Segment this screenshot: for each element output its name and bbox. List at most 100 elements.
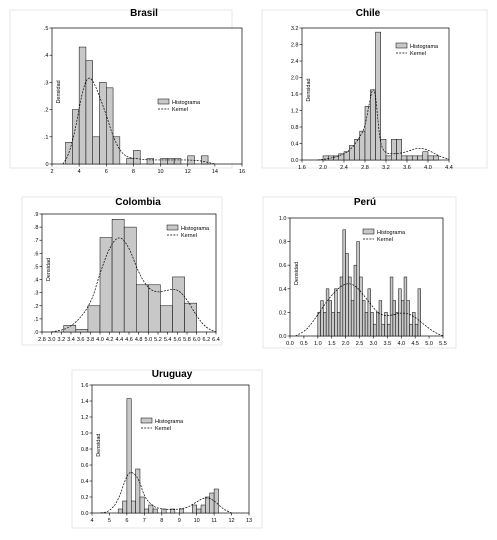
x-tick-label: 7 — [143, 518, 146, 524]
x-tick-label: 1.0 — [314, 341, 322, 347]
kernel-line — [295, 283, 444, 337]
histogram-bar — [139, 496, 145, 514]
x-tick-label: 3.6 — [77, 337, 85, 343]
y-tick-label: 2.8 — [291, 43, 299, 49]
chart-title: Perú — [354, 197, 376, 208]
histogram-bar — [111, 218, 125, 333]
histogram-bar — [205, 496, 210, 514]
x-tick-label: 4.0 — [96, 337, 104, 343]
y-tick-label: .5 — [44, 26, 49, 32]
x-tick-label: 10 — [194, 518, 200, 524]
x-tick-label: 4.0 — [424, 165, 432, 171]
y-tick-label: 1.0 — [81, 431, 89, 437]
legend-label-kernel: Kernel — [155, 426, 171, 432]
histogram-bar — [391, 139, 397, 161]
legend-label-histogram: Histograma — [172, 100, 201, 106]
x-tick-label: 12 — [228, 518, 234, 524]
histogram-bar — [370, 89, 376, 161]
histogram-bar — [401, 155, 408, 161]
histogram-bar — [325, 288, 330, 337]
histogram-bar — [417, 155, 423, 161]
histogram-bar — [409, 323, 413, 337]
y-tick-label: 0.4 — [81, 479, 89, 485]
x-tick-label: 5 — [108, 518, 111, 524]
histogram-bar — [337, 312, 341, 337]
y-tick-label: 2.4 — [291, 59, 299, 65]
x-tick-label: 12 — [185, 169, 191, 175]
y-tick-label: .0 — [34, 330, 39, 336]
histogram-bar — [328, 300, 332, 337]
histogram-bar — [184, 302, 197, 333]
histogram-bar — [75, 329, 89, 333]
chart-title: Chile — [356, 8, 381, 19]
histogram-bar — [406, 155, 413, 161]
histogram-bar — [384, 312, 388, 337]
y-tick-label: .4 — [44, 53, 49, 59]
histogram-bar — [342, 229, 346, 337]
histogram-bar — [334, 288, 338, 337]
histogram-bar — [136, 284, 149, 333]
histogram-bar — [85, 60, 93, 165]
x-tick-label: 3.8 — [87, 337, 95, 343]
legend-label-histogram: Histograma — [410, 44, 439, 50]
histogram-bar — [333, 155, 339, 161]
histogram-bar — [417, 288, 421, 337]
y-tick-label: 0.6 — [279, 263, 287, 269]
y-tick-label: .7 — [34, 238, 39, 244]
y-tick-label: 3.2 — [291, 26, 299, 32]
legend-swatch-histogram — [157, 98, 170, 105]
y-tick-label: 0.0 — [291, 158, 299, 164]
x-tick-label: 2.4 — [340, 165, 348, 171]
x-tick-label: 3.0 — [48, 337, 56, 343]
histogram-bar — [359, 276, 363, 337]
legend-swatch-histogram — [140, 417, 153, 424]
x-tick-label: 5.2 — [154, 337, 162, 343]
y-tick-label: .2 — [44, 108, 49, 114]
chart-panel-2: Colombia 2.8 3.0 3.2 3.4 3.6 3.8 4.0 4.2 4.4 4.6 4.… — [21, 196, 223, 346]
x-tick-label: 6.4 — [212, 337, 220, 343]
x-tick-label: 2 — [50, 169, 53, 175]
histogram-bar — [178, 508, 184, 514]
histogram-bar — [433, 155, 439, 161]
y-tick-label: 0.8 — [291, 125, 299, 131]
x-tick-label: 4 — [78, 169, 81, 175]
histogram-bar — [144, 508, 149, 514]
histogram-bar — [201, 155, 209, 165]
x-tick-label: 10 — [158, 169, 164, 175]
histogram-bar — [63, 325, 77, 333]
histogram-bar — [112, 136, 121, 165]
histogram-bar — [364, 312, 369, 337]
x-tick-label: 9 — [178, 518, 181, 524]
x-tick-label: 5.8 — [183, 337, 191, 343]
y-tick-label: 1.4 — [81, 399, 89, 405]
x-tick-label: 3.4 — [67, 337, 75, 343]
x-tick-label: 3.2 — [382, 165, 390, 171]
histogram-bar — [427, 155, 434, 161]
histogram-bar — [345, 253, 349, 337]
chart-title: Brasil — [130, 8, 158, 19]
x-tick-label: 3.5 — [384, 341, 392, 347]
histogram-bar — [350, 300, 355, 337]
x-tick-label: 8 — [160, 518, 163, 524]
histogram-bar — [117, 508, 123, 514]
x-tick-label: 5.5 — [439, 341, 447, 347]
y-tick-label: .3 — [34, 291, 39, 297]
x-tick-label: 6 — [105, 169, 108, 175]
histogram-bar — [160, 305, 173, 333]
histogram-bar — [170, 508, 176, 514]
histogram-bar — [122, 500, 128, 514]
kernel-line — [317, 89, 450, 161]
y-tick-label: 1.0 — [279, 216, 287, 222]
x-tick-label: 4.4 — [116, 337, 124, 343]
x-tick-label: 13 — [246, 518, 252, 524]
legend-label-histogram: Histograma — [377, 230, 406, 236]
x-tick-label: 5.0 — [145, 337, 153, 343]
histogram-bar — [406, 300, 410, 337]
kernel-line — [100, 472, 232, 514]
histogram-bar — [173, 158, 182, 165]
y-axis-label: Densidad — [306, 78, 312, 101]
chart-title: Colombia — [115, 197, 161, 208]
